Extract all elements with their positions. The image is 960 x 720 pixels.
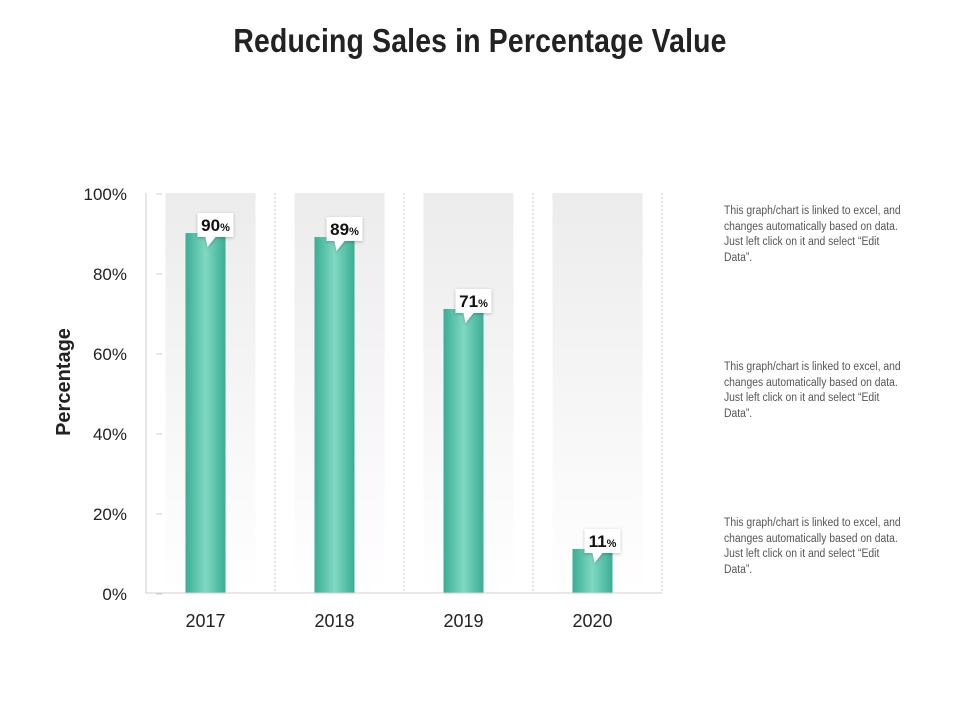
x-tick-label-2018: 2018 <box>314 611 354 631</box>
data-label-2017: 90% <box>197 213 234 247</box>
y-tick-label: 60% <box>93 345 127 364</box>
y-tick-label: 80% <box>93 265 127 284</box>
column-background-2020 <box>552 193 643 593</box>
x-tick-label-2017: 2017 <box>185 611 225 631</box>
data-label-2018: 89% <box>326 217 363 251</box>
data-label-unit: % <box>349 226 359 238</box>
note-text-1: This graph/chart is linked to excel, and… <box>724 205 901 264</box>
data-label-value: 11 <box>589 532 607 551</box>
y-tick-label: 40% <box>93 425 127 444</box>
y-axis-label: Percentage <box>53 328 75 436</box>
y-tick-label: 0% <box>102 585 127 604</box>
data-label-text: 11% <box>589 532 617 551</box>
bar-2018 <box>314 237 355 593</box>
data-label-unit: % <box>607 538 617 550</box>
note-text-3: This graph/chart is linked to excel, and… <box>724 517 901 576</box>
bar-2019 <box>443 309 484 593</box>
data-label-text: 71% <box>459 292 488 311</box>
bar-2020 <box>572 549 613 593</box>
data-label-unit: % <box>220 222 230 234</box>
bar-2017 <box>185 233 226 593</box>
y-tick-label: 20% <box>93 505 127 524</box>
data-label-text: 89% <box>330 220 359 239</box>
y-tick-label: 100% <box>84 185 127 204</box>
x-tick-label-2020: 2020 <box>572 611 612 631</box>
data-label-unit: % <box>478 298 488 310</box>
x-tick-label-2019: 2019 <box>443 611 483 631</box>
data-label-value: 71 <box>459 292 478 311</box>
data-label-value: 89 <box>330 220 349 239</box>
data-label-value: 90 <box>201 216 220 235</box>
data-label-text: 90% <box>201 216 230 235</box>
callout-box <box>455 289 492 323</box>
callout-box <box>326 217 363 251</box>
data-label-2020: 11% <box>584 529 621 563</box>
chart-title: Reducing Sales in Percentage Value <box>233 22 727 59</box>
note-text-2: This graph/chart is linked to excel, and… <box>724 361 901 420</box>
data-label-2019: 71% <box>455 289 492 323</box>
callout-box <box>584 529 621 563</box>
callout-box <box>197 213 234 247</box>
